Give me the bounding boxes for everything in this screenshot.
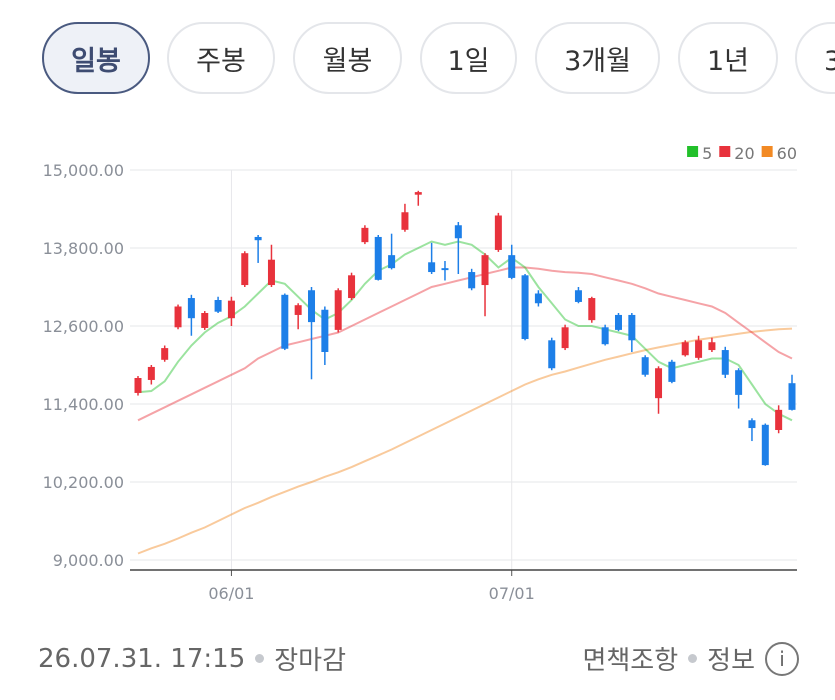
candle-body [681,342,689,356]
candle-body [161,348,169,360]
candle-body [481,255,489,286]
x-tick-label: 07/01 [489,584,535,603]
candle-body [267,259,275,286]
market-status: 장마감 [274,646,347,676]
candle-body [147,366,155,380]
candle-body [508,255,516,278]
candle-body [468,272,476,289]
candle-body [428,262,436,273]
candle-body [454,225,462,239]
candle-body [641,357,649,375]
x-tick-label: 06/01 [208,584,254,603]
candle-body [601,327,609,345]
candle-body [388,255,396,269]
candle-body [241,253,249,286]
info-link[interactable]: 정보 [707,646,755,676]
candle-body [721,350,729,375]
footer-right: 면책조항 정보 i [582,640,799,677]
ma-line [137,240,793,422]
candle-body [361,227,369,243]
period-tab[interactable]: 일봉 [42,22,150,94]
candle-body [655,368,663,399]
candle-body [334,290,342,330]
candle-body [281,294,289,349]
candle-body [521,275,529,339]
candle-body [134,378,142,393]
candle-body [308,290,316,323]
footer-left: 26.07.31. 17:15 장마감 [38,640,346,677]
candle-body [628,314,636,341]
candle-body [748,420,756,429]
period-tab[interactable]: 1년 [678,22,778,94]
candle-body [494,215,502,250]
period-tab[interactable]: 3개월 [535,22,660,94]
candle-body [294,305,302,315]
candle-body [174,306,182,328]
timestamp: 26.07.31. 17:15 [38,643,246,674]
y-tick-label: 11,400.00 [43,395,124,414]
candle-body [214,300,222,312]
legend-swatch [719,146,731,157]
candle-body [708,342,716,351]
candle-body [668,361,676,382]
candle-body [588,298,596,321]
period-tab[interactable]: 월봉 [293,22,402,94]
candle-body [735,370,743,395]
y-tick-label: 9,000.00 [53,551,124,570]
candle-body [187,298,195,319]
candle-body [695,340,703,358]
separator [255,654,265,663]
candle-body [348,275,356,299]
candle-body [201,313,209,328]
candle-body [614,314,622,330]
disclaimer-link[interactable]: 면책조항 [582,646,679,676]
period-tabs: 일봉주봉월봉1일3개월1년3년 [0,20,835,102]
candle-body [534,293,542,304]
y-tick-label: 12,600.00 [43,317,124,336]
ma-line [137,266,793,422]
candle-body [561,327,569,349]
legend-label: 60 [777,144,797,163]
legend-swatch [687,146,699,157]
period-tab[interactable]: 1일 [420,22,517,94]
candle-body [441,268,449,271]
legend-label: 20 [734,144,754,163]
y-tick-label: 13,800.00 [43,239,124,258]
separator [688,654,698,663]
legend-label: 5 [702,144,712,163]
info-icon[interactable]: i [765,641,799,676]
legend-swatch [761,146,773,157]
candle-body [414,192,422,195]
candle-body [775,409,783,430]
candle-body [321,309,329,352]
y-tick-label: 10,200.00 [43,473,124,492]
candle-body [227,300,235,319]
chart: 9,000.00 10,200.00 11,400.00 12,600.00 13,80… [43,144,797,603]
candle-body [401,212,409,230]
candle-body [254,236,262,241]
candle-body [574,290,582,302]
candle-body [761,424,769,466]
period-tab[interactable]: 주봉 [167,22,275,94]
candle-body [374,236,382,280]
candle-body [548,340,556,369]
y-tick-label: 15,000.00 [43,161,124,180]
candle-body [788,383,796,410]
